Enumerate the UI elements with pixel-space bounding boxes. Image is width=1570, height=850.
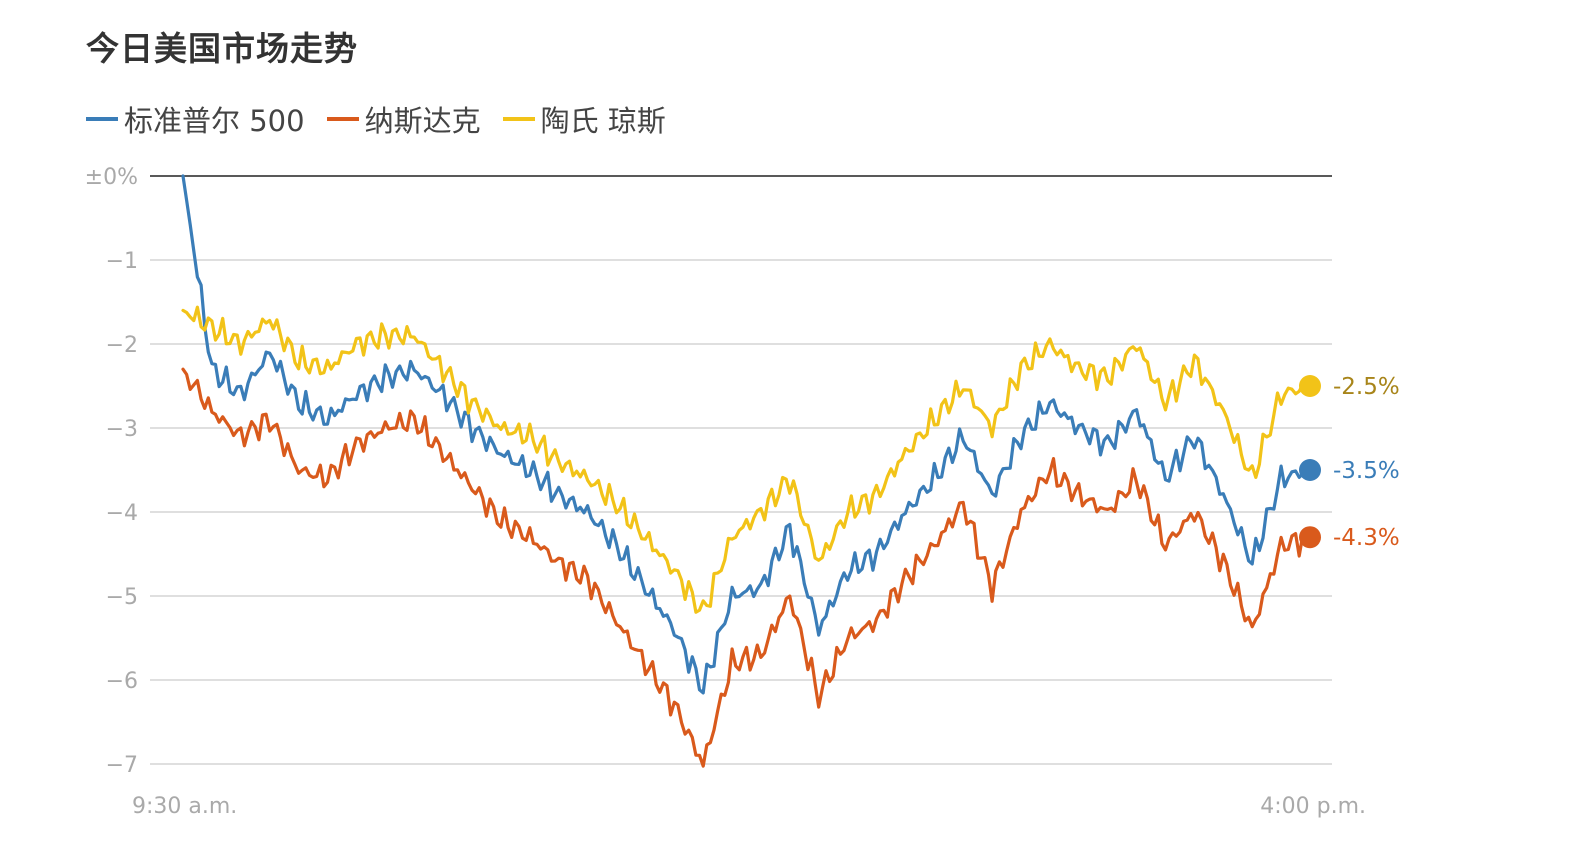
y-tick-label: −3 xyxy=(106,417,138,442)
legend-item-sp500: 标准普尔 500 xyxy=(86,98,305,140)
y-tick-label: −7 xyxy=(106,753,138,778)
legend-label-sp500: 标准普尔 500 xyxy=(124,104,305,138)
y-tick-label: −1 xyxy=(106,249,138,274)
end-point-marker xyxy=(1299,526,1321,549)
legend-label-nasdaq: 纳斯达克 xyxy=(364,104,481,138)
end-label: -3.5% xyxy=(1333,458,1400,484)
x-tick-label: 4:00 p.m. xyxy=(1260,794,1366,819)
series-line xyxy=(181,367,1312,768)
legend-swatch-sp500 xyxy=(86,117,118,121)
series-line xyxy=(181,305,1312,614)
end-label: -2.5% xyxy=(1333,374,1400,400)
y-tick-label: −6 xyxy=(106,669,138,694)
y-tick-label: −4 xyxy=(106,501,138,526)
legend-swatch-dow xyxy=(502,117,535,121)
x-tick-label: 9:30 a.m. xyxy=(132,794,237,819)
series-line xyxy=(181,174,1312,695)
end-point-marker xyxy=(1299,459,1321,481)
y-tick-label: ±0% xyxy=(85,165,138,190)
legend-item-nasdaq: 纳斯达克 xyxy=(326,98,481,140)
end-point-marker xyxy=(1299,375,1321,397)
legend-item-dow: 陶氏 琼斯 xyxy=(502,98,666,140)
legend: 标准普尔 500 纳斯达克 陶氏 琼斯 xyxy=(86,98,688,140)
legend-label-dow: 陶氏 琼斯 xyxy=(540,104,666,138)
chart-title: 今日美国市场走势 xyxy=(86,29,358,68)
legend-swatch-nasdaq xyxy=(326,117,359,121)
end-label: -4.3% xyxy=(1333,525,1400,551)
y-tick-label: −2 xyxy=(106,333,138,358)
y-tick-label: −5 xyxy=(106,585,138,610)
